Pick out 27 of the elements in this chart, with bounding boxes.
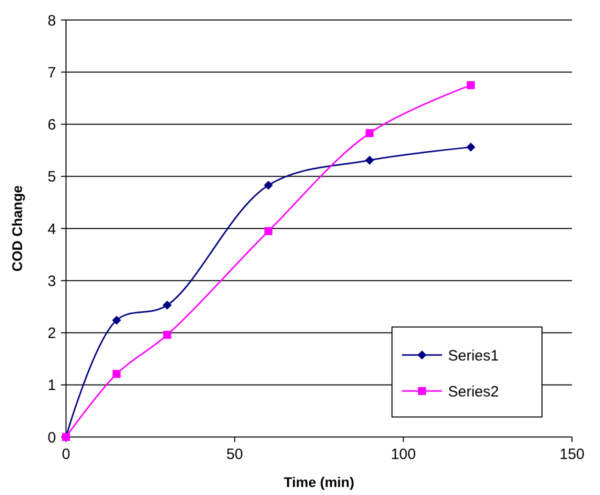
- y-tick-label: 5: [48, 168, 56, 186]
- y-tick-label: 2: [48, 325, 56, 342]
- x-axis-title: Time (min): [284, 474, 354, 490]
- y-tick-label: 7: [48, 64, 56, 82]
- y-tick-label: 1: [48, 377, 56, 394]
- x-tick-label: 0: [62, 446, 70, 463]
- y-tick-label: 3: [48, 272, 56, 290]
- point: [112, 316, 122, 325]
- point: [264, 227, 272, 236]
- y-tick-label: 4: [48, 220, 56, 238]
- x-tick-label: 50: [226, 446, 244, 463]
- point: [264, 180, 273, 190]
- x-tick-label: 150: [559, 446, 585, 463]
- point: [162, 300, 172, 310]
- y-tick-label: 6: [48, 116, 56, 134]
- legend-label: Series1: [448, 347, 499, 364]
- point: [466, 142, 476, 152]
- point: [365, 156, 374, 165]
- x-tick-label: 100: [390, 446, 416, 463]
- legend-label: Series2: [448, 383, 499, 400]
- y-tick-label: 8: [48, 12, 56, 30]
- point: [366, 129, 374, 138]
- point: [112, 370, 121, 378]
- y-tick-label: 0: [48, 429, 56, 446]
- point: [466, 81, 475, 90]
- point: [163, 330, 172, 339]
- y-axis-title: COD Change: [9, 185, 25, 272]
